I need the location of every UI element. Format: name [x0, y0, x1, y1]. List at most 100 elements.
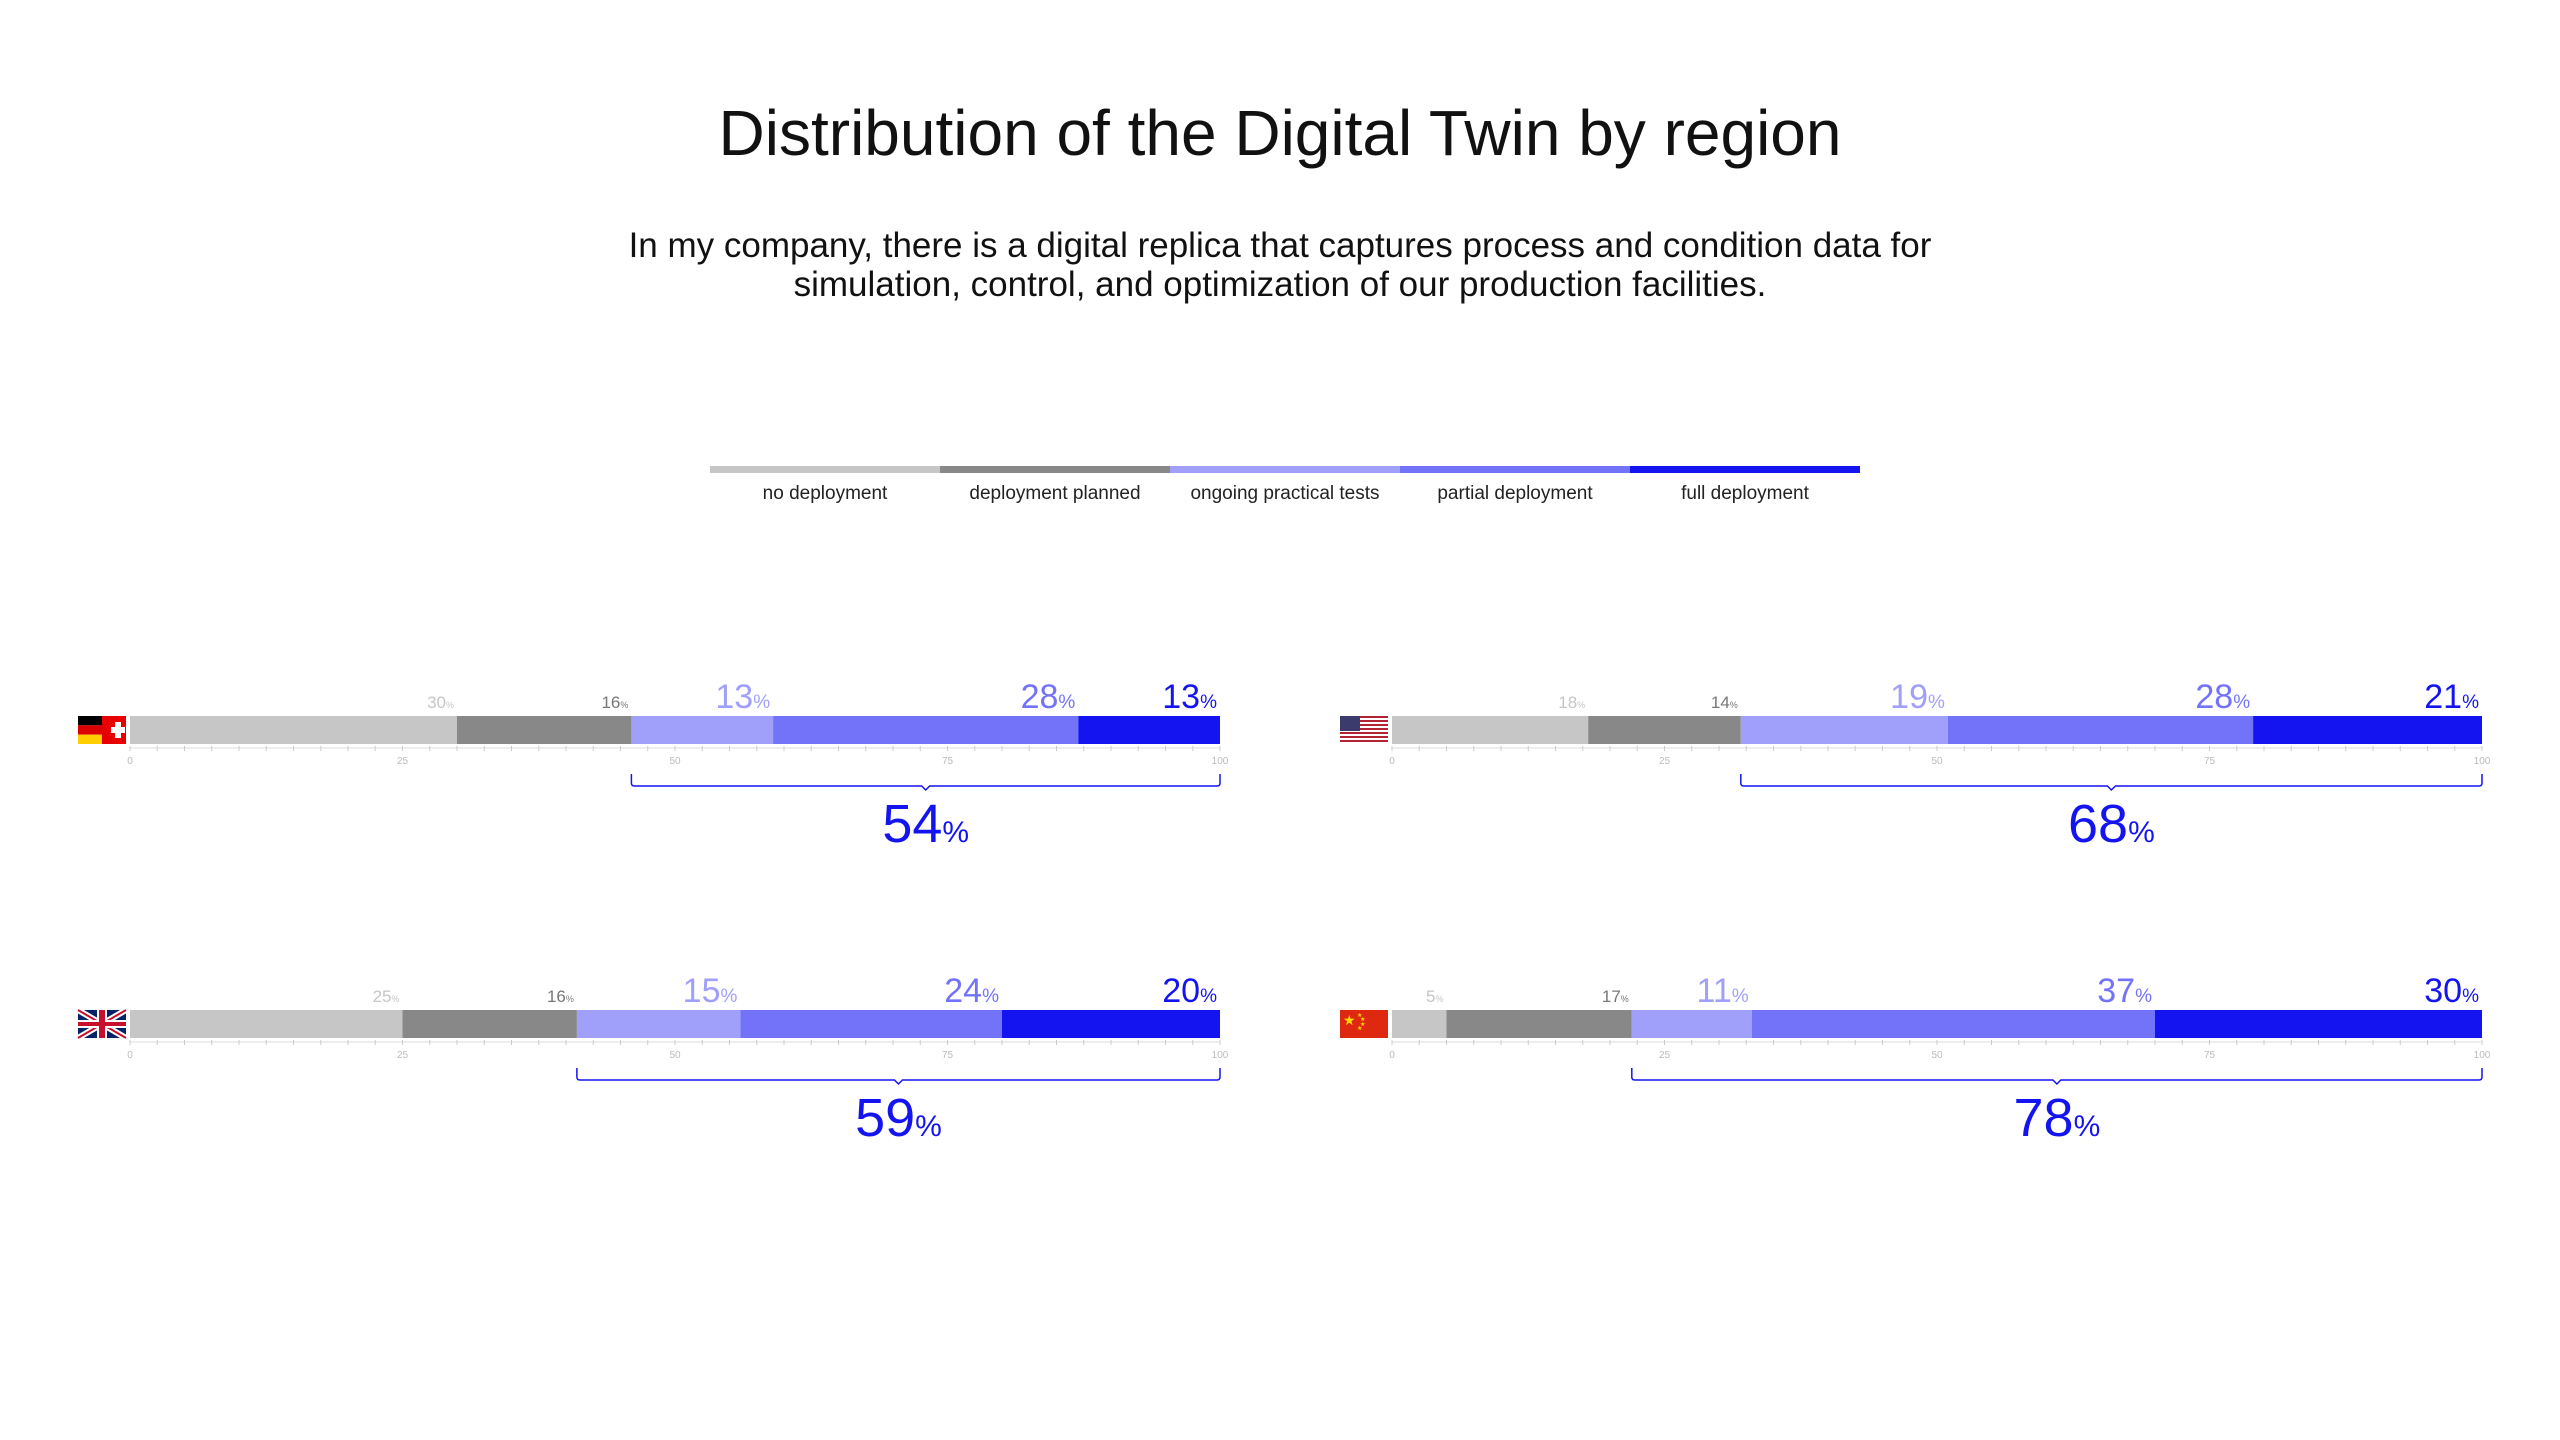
total-value-label: 68%: [2068, 794, 2155, 854]
axis-tick-label: 0: [127, 756, 133, 767]
legend-label: partial deployment: [1437, 483, 1593, 504]
bar-segment: [457, 716, 632, 744]
bar-value-label: 21%: [2424, 678, 2479, 716]
flag-stripe: [1340, 738, 1388, 740]
bar-value-label: 28%: [1021, 678, 1076, 716]
legend-label: full deployment: [1681, 483, 1809, 504]
bar-value-label: 15%: [683, 972, 738, 1010]
bar-value-label: 18%: [1558, 693, 1585, 712]
region-chart: 30% 16% 13% 28% 13% 0 25 50 75 100 54%: [78, 678, 1229, 854]
axis-tick-label: 75: [2204, 756, 2216, 767]
flag-field: [1340, 1010, 1388, 1038]
flag-stripe: [1340, 728, 1388, 730]
flag-stripe: [1340, 742, 1388, 744]
legend-swatch: [1170, 466, 1400, 473]
legend-item-no-deployment: no deployment: [710, 466, 940, 526]
bar-segment: [130, 1010, 403, 1038]
legend-swatch: [1630, 466, 1860, 473]
percent-unit: %: [446, 700, 454, 710]
flag-stripe: [1340, 740, 1388, 742]
flag-stripe: [1340, 732, 1388, 734]
bar-value-label: 11%: [1696, 972, 1748, 1010]
total-bracket: [630, 774, 1221, 792]
legend-item-partial-deployment: partial deployment: [1400, 466, 1630, 526]
axis-tick-label: 50: [1931, 1050, 1943, 1061]
flag-stripe: [78, 716, 102, 726]
percent-unit: %: [915, 1110, 942, 1143]
bar-value-label: 19%: [1890, 678, 1945, 716]
germany-switzerland-flag-icon: [78, 716, 126, 744]
bar-value-label: 37%: [2097, 972, 2152, 1010]
axis-tick-label: 25: [397, 1050, 409, 1061]
flag-star: ★: [1360, 1016, 1365, 1023]
percent-unit: %: [1928, 692, 1945, 713]
legend-label: ongoing practical tests: [1190, 483, 1380, 504]
percent-unit: %: [2462, 986, 2479, 1007]
page-title: Distribution of the Digital Twin by regi…: [718, 97, 1842, 169]
legend-swatch: [710, 466, 940, 473]
percent-unit: %: [982, 986, 999, 1007]
legend-item-full-deployment: full deployment: [1630, 466, 1860, 526]
bar-value-label: 5%: [1426, 987, 1443, 1006]
flag-star: ★: [1343, 1013, 1356, 1029]
percent-unit: %: [942, 816, 969, 849]
legend-item-deployment-planned: deployment planned: [940, 466, 1170, 526]
percent-unit: %: [1577, 700, 1585, 710]
uk-flag-icon: [76, 1007, 128, 1041]
bar-segment: [1751, 1010, 2155, 1038]
bar-value-label: 30%: [2424, 972, 2479, 1010]
axis-tick-label: 25: [1659, 756, 1671, 767]
axis-tick-label: 25: [1659, 1050, 1671, 1061]
flag-star: ★: [1357, 1012, 1362, 1019]
flag-star: ★: [1360, 1021, 1365, 1028]
total-bracket: [576, 1068, 1221, 1086]
flag-stripe: [1340, 716, 1388, 718]
bar-segment: [576, 1010, 741, 1038]
bar-value-label: 17%: [1602, 987, 1629, 1006]
percent-unit: %: [753, 692, 770, 713]
bar-segment: [631, 716, 774, 744]
region-chart: 25% 16% 15% 24% 20% 0 25 50 75 100 59%: [76, 972, 1229, 1148]
flag-star: ★: [1357, 1025, 1362, 1032]
percent-unit: %: [1621, 994, 1629, 1004]
percent-unit: %: [620, 700, 628, 710]
axis-tick-label: 25: [397, 756, 409, 767]
bar-value-label: 20%: [1162, 972, 1217, 1010]
flag-stripe: [1340, 720, 1388, 722]
percent-unit: %: [720, 986, 737, 1007]
total-bracket: [1740, 774, 2483, 792]
flag-stripe: [1340, 730, 1388, 732]
region-chart: 18% 14% 19% 28% 21% 0 25 50 75 100 68%: [1340, 678, 2491, 854]
bar-segment: [2253, 716, 2482, 744]
bar-value-label: 13%: [1162, 678, 1217, 716]
bar-value-label: 14%: [1711, 693, 1738, 712]
flag-stripe: [1340, 736, 1388, 738]
flag-stripe: [78, 734, 102, 744]
bar-segment: [2155, 1010, 2482, 1038]
axis-tick-label: 100: [1212, 1050, 1229, 1061]
bar-value-label: 13%: [715, 678, 770, 716]
axis-tick-label: 50: [1931, 756, 1943, 767]
bar-value-label: 30%: [427, 693, 454, 712]
percent-unit: %: [566, 994, 574, 1004]
percent-unit: %: [2128, 816, 2155, 849]
axis-tick-label: 100: [1212, 756, 1229, 767]
bar-value-label: 16%: [601, 693, 628, 712]
total-value-label: 59%: [855, 1088, 942, 1148]
bar-segment: [130, 716, 457, 744]
legend-label: no deployment: [762, 483, 888, 504]
legend: no deployment deployment planned ongoing…: [710, 466, 1860, 526]
axis-tick-label: 0: [127, 1050, 133, 1061]
bar-segment: [1392, 1010, 1447, 1038]
bar-segment: [1947, 716, 2254, 744]
flag-stripe: [1340, 722, 1388, 724]
legend-swatch: [940, 466, 1170, 473]
bar-segment: [1392, 716, 1589, 744]
bar-segment: [402, 1010, 577, 1038]
legend-label: deployment planned: [969, 483, 1141, 504]
bar-segment: [1631, 1010, 1752, 1038]
axis-tick-label: 0: [1389, 1050, 1395, 1061]
percent-unit: %: [2462, 692, 2479, 713]
